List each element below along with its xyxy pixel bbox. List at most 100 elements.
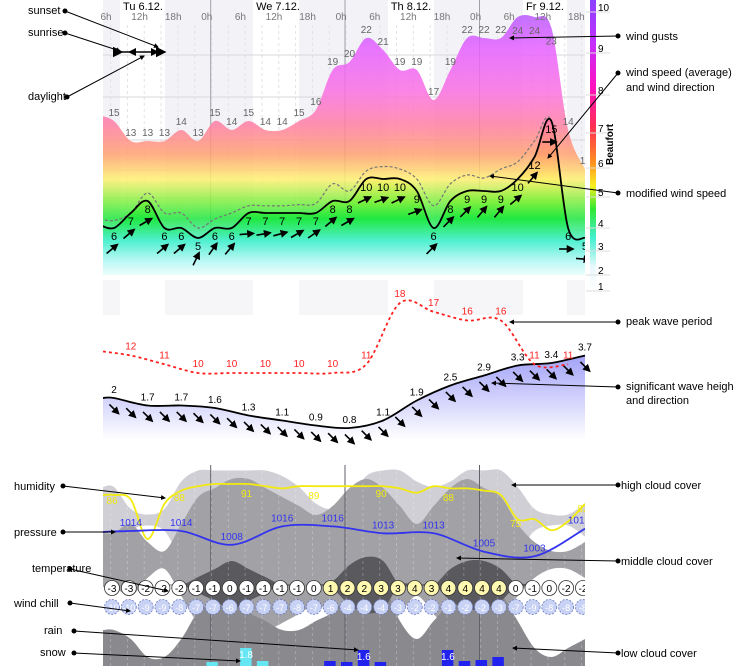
gust-label: 15 [209,108,221,119]
wind-chill-marker [289,599,305,615]
temperature-marker [507,580,524,596]
wind-chill-marker [238,599,255,615]
wind-direction-arrow [192,251,200,266]
temperature-marker [524,580,541,596]
temperature-marker [356,580,373,596]
wave-direction-arrow [108,403,120,415]
wind-speed-label-line2: and wind direction [626,82,715,94]
hour-label: 6h [369,12,380,23]
humidity-line [103,482,585,540]
wind-direction-arrow [122,228,136,240]
wind-chill-label: -2 [461,603,469,613]
humidity-label: 88 [174,493,186,504]
wave-height-label: 1.1 [376,408,390,419]
wave-height-label: 1.9 [410,388,424,399]
wind-speed-label: 6 [212,231,218,243]
wave-direction-arrow [562,365,574,376]
gust-label: 24 [529,26,541,37]
wave-direction-arrow [159,411,171,423]
wind-chill-marker [507,599,524,615]
wind-speed-label: 9 [414,194,420,206]
wind-chill-marker [423,599,440,615]
wave-direction-arrow [176,411,188,423]
wind-speed-label: 9 [498,194,504,206]
cloud-layers: 86 88 91 89 90 88 75 82 1014 1014 1008 1016 1016 1013… [103,465,591,666]
night-band [103,280,120,315]
wind-speed-label: 10 [512,182,524,194]
pressure-label: 1015 [568,516,591,527]
wind-chill-marker [339,599,356,615]
wave-direction-arrow [310,431,322,443]
wind-chill-marker [305,599,322,615]
gust-label: 13 [193,128,205,139]
wind-chill-label: -2 [411,603,419,613]
wind-direction-arrow [324,216,338,228]
sunrise-pointer [64,32,121,53]
temperature-label: 4 [479,584,485,595]
rain-bar [475,660,488,666]
temperature-marker [289,580,305,596]
wind-chill-label: -9 [158,603,166,613]
humidity-label: 89 [308,491,320,502]
wind-direction-arrow [290,229,305,239]
wind-chill-marker [188,599,205,615]
sunrise-head [128,48,136,56]
daylight-pointer [66,55,145,98]
annotations: sunset sunrise daylight humidity pressure tem… [13,5,733,664]
wind-direction-arrow [224,242,236,255]
beaufort-label: 4 [598,219,604,230]
gust-label: 13 [159,128,171,139]
gust-label: 19 [394,57,406,68]
gust-label: 11 [580,156,591,167]
wave-period-label: 12 [125,342,137,353]
wind-speed-label: 9 [481,194,487,206]
wind-chill-label: -10 [122,603,135,613]
wind-chill-label: -4 [360,603,368,613]
beaufort-label: 5 [598,188,604,199]
hour-label: 18h [165,12,182,23]
wave-height-label: 2.9 [477,363,491,374]
wave-period-label: 10 [293,359,305,370]
wave-height-1-pointer [491,380,619,388]
modified-wind-speed-line [103,116,585,241]
wave-height-label: 3.4 [544,350,558,361]
temperature-label: 3 [395,584,401,595]
wind-speed-label: 7 [296,216,302,228]
hour-label: 6h [235,12,246,23]
temperature-marker [541,580,558,596]
wave-period-label: 16 [495,307,507,318]
temperature-marker [457,580,474,596]
temperature-marker [440,580,457,596]
wind-chill-label: -4 [343,603,351,613]
wind-chill-pointer [69,602,131,613]
gust-label: 13 [125,128,137,139]
pressure-label: pressure [14,527,57,539]
wind-chill-marker [490,599,507,615]
temperature-marker [474,580,490,596]
wind-chill-marker [558,599,575,615]
wind-direction-arrow [509,194,523,206]
wave-height-label: 1.3 [242,403,256,414]
wind-chill-marker [406,599,423,615]
gust-label: 14 [176,117,188,128]
wind-speed-label: 7 [245,216,251,228]
wind-chill-label: -8 [293,603,301,613]
beaufort-color-bar [590,0,596,292]
gust-label: 23 [546,37,558,48]
hour-label: 6h [504,12,515,23]
low-cloud-cover-label: low cloud cover [621,648,697,660]
snow-bar [206,662,218,666]
middle-cloud-cover-label: middle cloud cover [621,556,713,568]
temperature-label: -2 [141,584,150,595]
wave-direction-arrow [512,371,524,383]
wind-chill-label: -7 [243,603,251,613]
wave-direction-arrow [344,433,356,445]
wind-speed-label: 8 [346,204,352,216]
wind-speed-label: 10 [360,182,372,194]
wind-chill-marker [474,599,490,615]
gust-label: 17 [428,87,440,98]
gust-label: 20 [344,49,356,60]
hour-label: 12h [534,12,551,23]
hour-label: 12h [400,12,417,23]
wind-direction-arrow [256,229,272,238]
